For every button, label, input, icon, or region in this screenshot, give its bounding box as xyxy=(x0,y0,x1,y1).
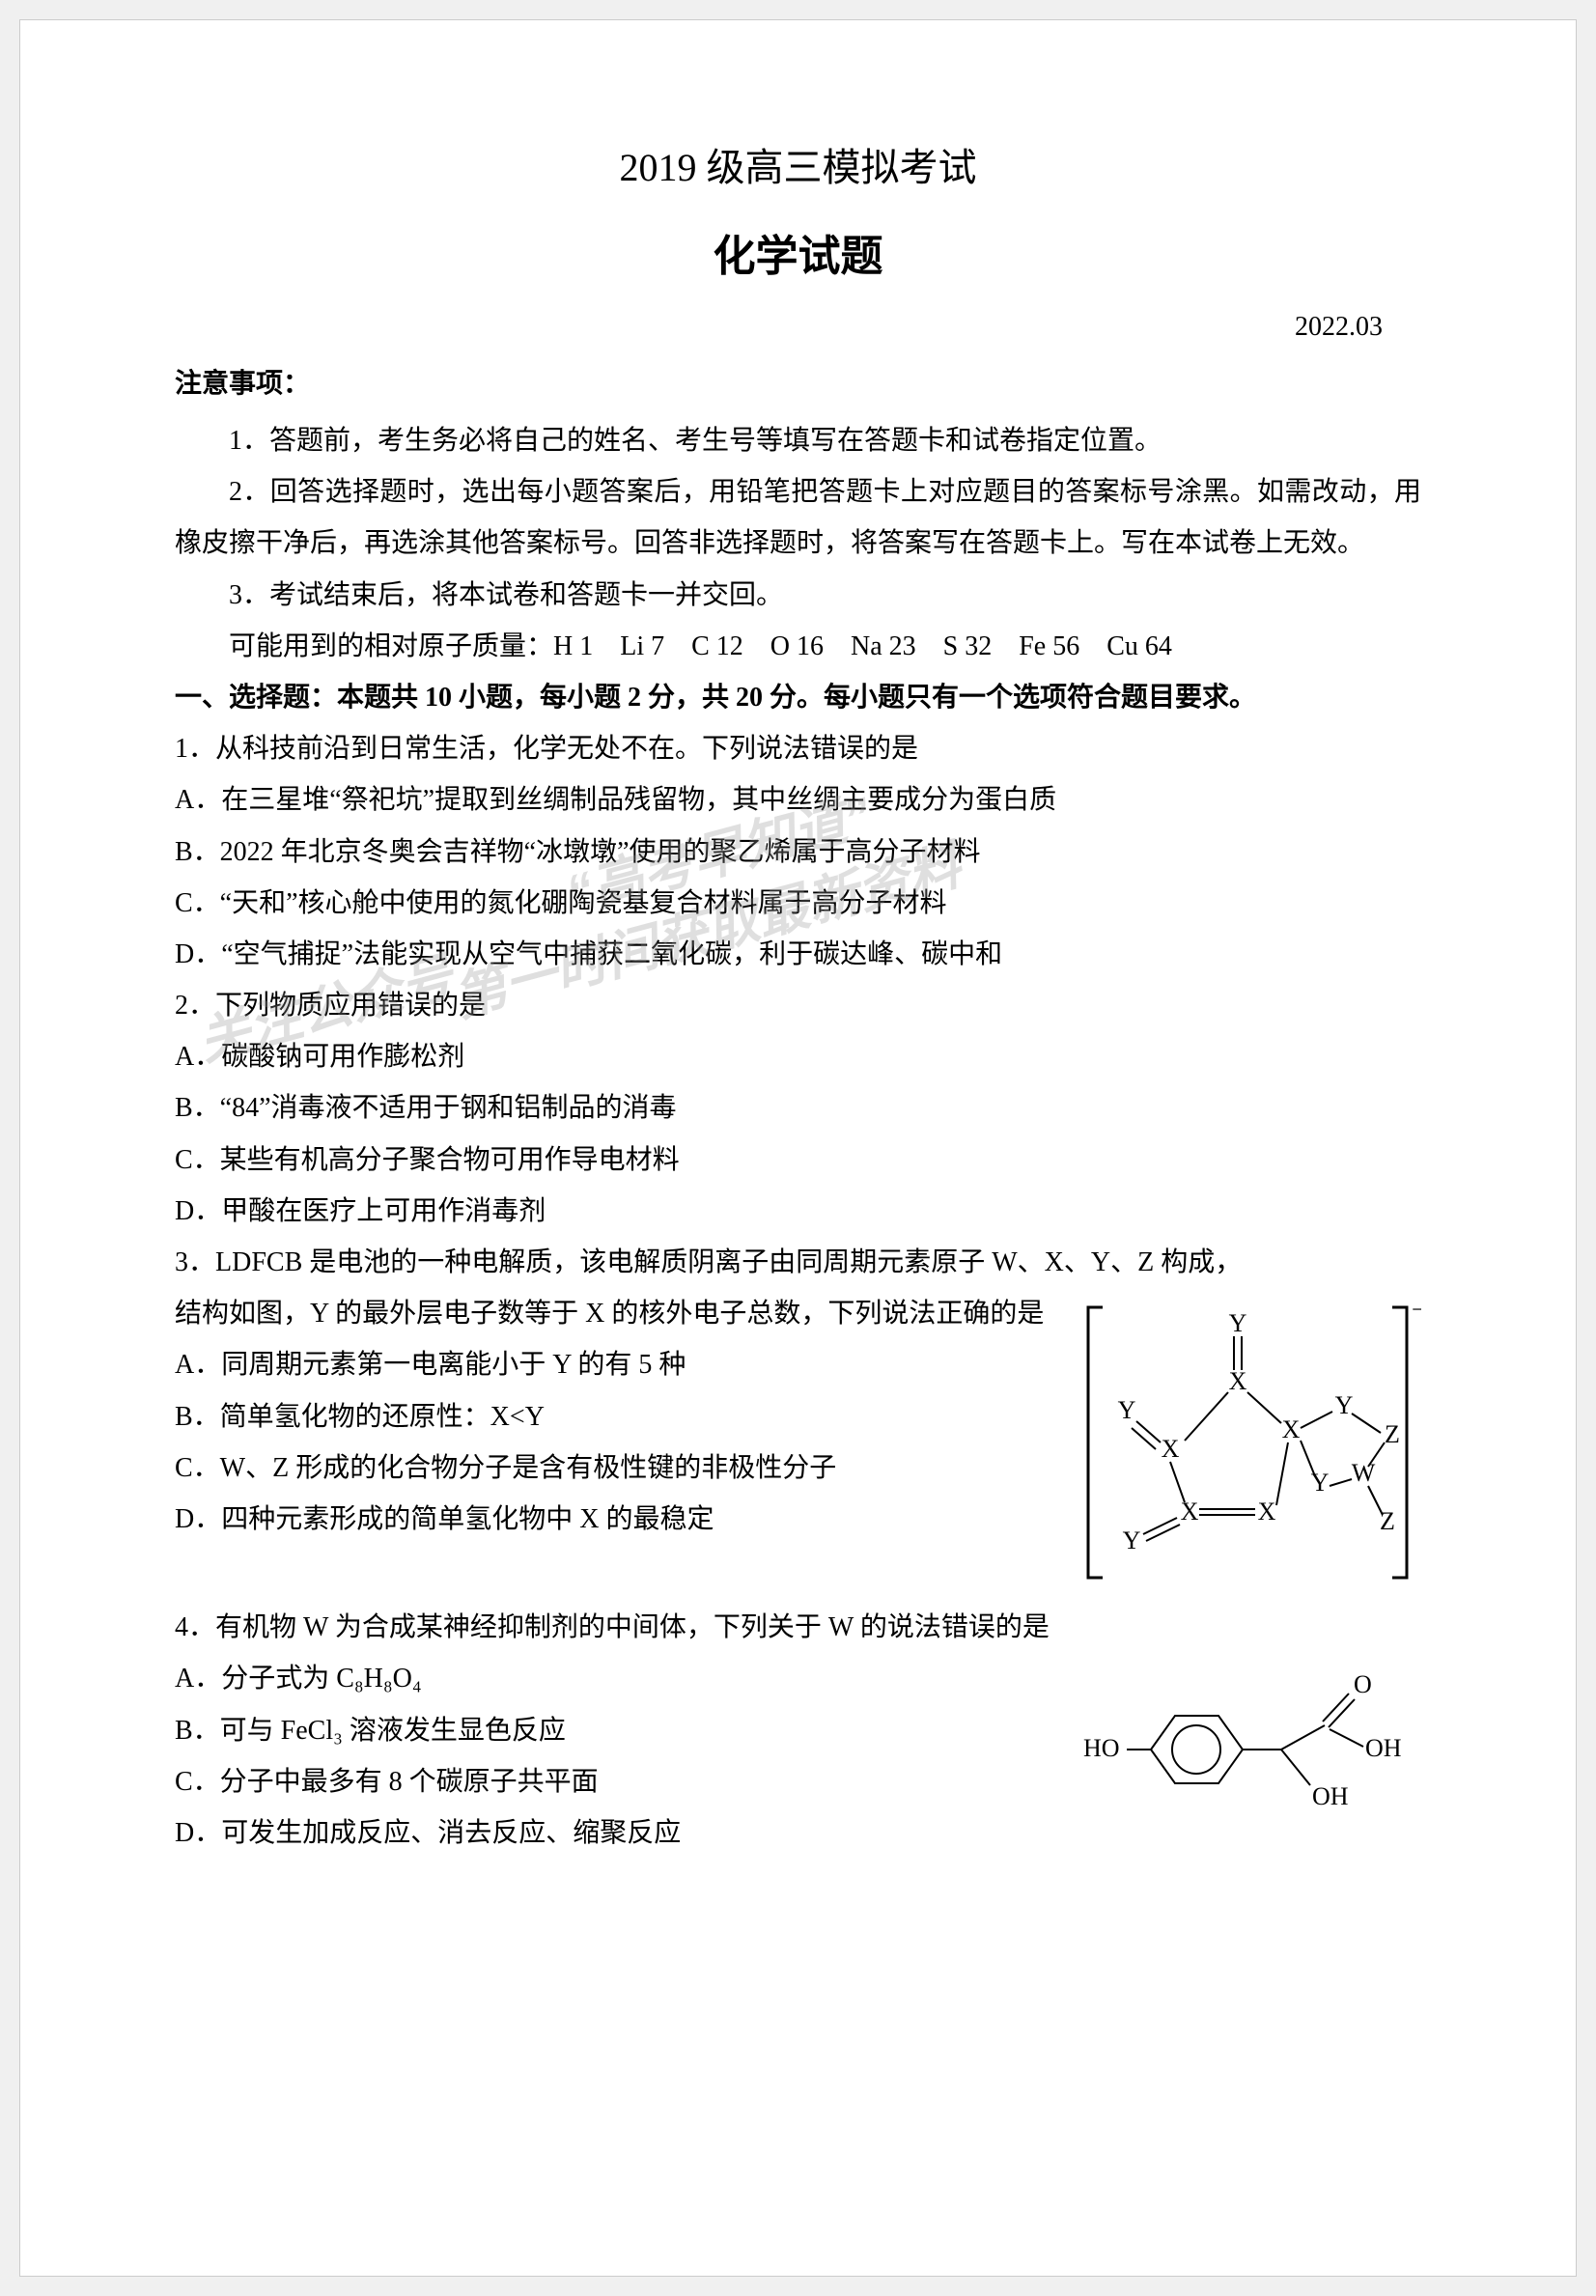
minus-label: − xyxy=(1412,1298,1421,1323)
q4-container: 4．有机物 W 为合成某神经抑制剂的中间体，下列关于 W 的说法错误的是 A．分… xyxy=(175,1602,1421,1859)
y-leftbot: Y xyxy=(1123,1526,1141,1554)
q2-option-c: C．某些有机高分子聚合物可用作导电材料 xyxy=(175,1134,1421,1186)
q4-figure: HO O OH OH xyxy=(1074,1602,1421,1848)
y-right: Y xyxy=(1335,1391,1354,1419)
q3-option-b: B．简单氢化物的还原性：X<Y xyxy=(175,1391,1054,1442)
q2-option-a: A．碳酸钠可用作膨松剂 xyxy=(175,1031,1421,1082)
y-leftouter: Y xyxy=(1118,1396,1136,1424)
x-right-top: X xyxy=(1282,1415,1301,1443)
q4-option-d: D．可发生加成反应、消去反应、缩聚反应 xyxy=(175,1807,1054,1859)
title-sub: 化学试题 xyxy=(175,221,1421,283)
title-main: 2019 级高三模拟考试 xyxy=(175,136,1421,192)
q1-stem: 1．从科技前沿到日常生活，化学无处不在。下列说法错误的是 xyxy=(175,723,1421,774)
q4-text-col: 4．有机物 W 为合成某神经抑制剂的中间体，下列关于 W 的说法错误的是 A．分… xyxy=(175,1602,1054,1859)
q1-option-c: C．“天和”核心舱中使用的氮化硼陶瓷基复合材料属于高分子材料 xyxy=(175,878,1421,929)
q1-option-a: A．在三星堆“祭祀坑”提取到丝绸制品残留物，其中丝绸主要成分为蛋白质 xyxy=(175,774,1421,826)
q3-structure-diagram: − Y X X X X X Y Y Y xyxy=(1074,1288,1421,1597)
section-1-header: 一、选择题：本题共 10 小题，每小题 2 分，共 20 分。每小题只有一个选项… xyxy=(175,672,1421,723)
q2-option-b: B．“84”消毒液不适用于钢和铝制品的消毒 xyxy=(175,1082,1421,1134)
x-botleft: X xyxy=(1181,1498,1199,1526)
q3-option-d: D．四种元素形成的简单氢化物中 X 的最稳定 xyxy=(175,1494,1054,1545)
q3-text-col: 结构如图，Y 的最外层电子数等于 X 的核外电子总数，下列说法正确的是 A．同周… xyxy=(175,1288,1054,1545)
x-botright: X xyxy=(1258,1498,1276,1526)
q4-option-c: C．分子中最多有 8 个碳原子共平面 xyxy=(175,1756,1054,1807)
q4-molecule-diagram: HO O OH OH xyxy=(1074,1650,1421,1843)
x-left: X xyxy=(1162,1435,1180,1463)
q1-option-b: B．2022 年北京冬奥会吉祥物“冰墩墩”使用的聚乙烯属于高分子材料 xyxy=(175,826,1421,878)
q3-stem-p1: 3．LDFCB 是电池的一种电解质，该电解质阴离子由同周期元素原子 W、X、Y、… xyxy=(175,1237,1421,1288)
q1-option-d: D．“空气捕捉”法能实现从空气中捕获二氧化碳，利于碳达峰、碳中和 xyxy=(175,929,1421,980)
q3-stem-p2: 结构如图，Y 的最外层电子数等于 X 的核外电子总数，下列说法正确的是 xyxy=(175,1288,1054,1339)
oh1-label: OH xyxy=(1365,1734,1402,1762)
x-top: X xyxy=(1229,1367,1247,1395)
y-top: Y xyxy=(1229,1309,1247,1337)
q3-option-a: A．同周期元素第一电离能小于 Y 的有 5 种 xyxy=(175,1339,1054,1390)
q4-option-b: B．可与 FeCl₃ 溶液发生显色反应 xyxy=(175,1705,1054,1756)
q3-option-c: C．W、Z 形成的化合物分子是含有极性键的非极性分子 xyxy=(175,1442,1054,1494)
q2-stem: 2．下列物质应用错误的是 xyxy=(175,980,1421,1031)
q4-stem: 4．有机物 W 为合成某神经抑制剂的中间体，下列关于 W 的说法错误的是 xyxy=(175,1602,1054,1653)
q2-option-d: D．甲酸在医疗上可用作消毒剂 xyxy=(175,1186,1421,1237)
z-upper: Z xyxy=(1385,1420,1400,1448)
notice-header: 注意事项： xyxy=(175,362,1421,401)
notice-1: 1．答题前，考生务必将自己的姓名、考生号等填写在答题卡和试卷指定位置。 xyxy=(175,415,1421,466)
notice-3: 3．考试结束后，将本试卷和答题卡一并交回。 xyxy=(175,570,1421,621)
o-label: O xyxy=(1354,1670,1372,1698)
w-node: W xyxy=(1352,1459,1376,1487)
z-lower: Z xyxy=(1380,1507,1395,1535)
q3-container: 结构如图，Y 的最外层电子数等于 X 的核外电子总数，下列说法正确的是 A．同周… xyxy=(175,1288,1421,1602)
notice-2: 2．回答选择题时，选出每小题答案后，用铅笔把答题卡上对应题目的答案标号涂黑。如需… xyxy=(175,466,1421,569)
q3-figure: − Y X X X X X Y Y Y xyxy=(1074,1288,1421,1602)
oh2-label: OH xyxy=(1312,1782,1349,1810)
atomic-masses: 可能用到的相对原子质量：H 1 Li 7 C 12 O 16 Na 23 S 3… xyxy=(175,621,1421,672)
exam-page: “高考早知道” 第一时间获取最新资料 关注公众号 2019 级高三模拟考试 化学… xyxy=(19,19,1577,2277)
ho-label: HO xyxy=(1083,1734,1120,1762)
q4-option-a: A．分子式为 C₈H₈O₄ xyxy=(175,1653,1054,1704)
exam-date: 2022.03 xyxy=(175,312,1421,343)
